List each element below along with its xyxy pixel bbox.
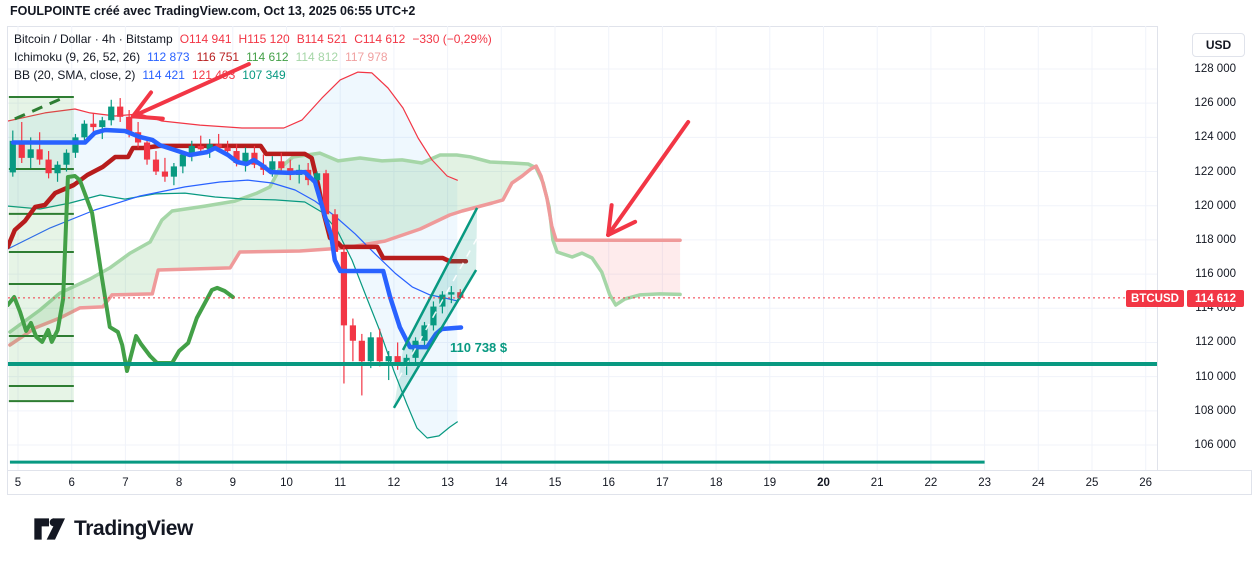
tenkan-line [10,127,464,350]
time-tick: 21 [870,477,884,489]
time-tick: 14 [494,477,508,489]
attribution-text: FOULPOINTE créé avec TradingView.com, Oc… [10,4,416,18]
legend-value: BB (20, SMA, close, 2) [14,68,136,82]
legend-value: 107 349 [242,68,286,82]
price-tick: 116 000 [1195,268,1236,281]
time-tick: 9 [229,477,236,489]
time-tick: 5 [14,477,22,489]
time-tick: 26 [1139,477,1153,489]
legend-value: Bitcoin / Dollar · 4h · Bitstamp [14,32,173,46]
time-tick: 23 [978,477,991,489]
tradingview-logo-icon [34,518,65,540]
price-tick: 118 000 [1195,233,1236,246]
price-tick: 126 000 [1194,97,1236,110]
time-tick: 19 [763,477,777,489]
price-tick: 110 000 [1195,370,1236,383]
price-tick: 122 000 [1194,165,1236,178]
price-tick: 120 000 [1194,199,1236,212]
time-tick: 11 [334,477,347,489]
dashed-trend-segment[interactable] [14,96,64,121]
time-tick: 12 [387,477,401,489]
legend-value: Ichimoku (9, 26, 52, 26) [14,50,141,64]
legend-value: B114 521 [296,32,348,46]
price-tick: 106 000 [1194,438,1236,451]
tradingview-logo[interactable]: TradingView [33,514,193,544]
legend-value: H115 120 [238,32,290,46]
chart-canvas[interactable] [8,26,1157,470]
kumo-cloud-bearish [536,166,681,305]
time-tick: 16 [602,477,616,489]
legend-ichimoku-row[interactable]: Ichimoku (9, 26, 52, 26) 112 873 116 751 11… [14,48,499,66]
legend-value: 114 612 [246,50,289,64]
time-tick: 24 [1031,477,1045,489]
price-tick: 124 000 [1194,131,1236,144]
time-tick: 8 [175,477,183,489]
time-tick: 15 [548,477,562,489]
legend-value: 121 493 [191,68,236,82]
time-tick: 22 [924,477,938,489]
legend-value: O114 941 [179,32,232,46]
legend-value: 114 812 [295,50,339,64]
legend-value: 117 978 [345,50,388,64]
legend-symbol-row[interactable]: Bitcoin / Dollar · 4h · Bitstamp O114 941… [14,30,499,48]
symbol-badge: BTCUSD [1126,290,1184,307]
last-price-badge: 114 612 [1187,290,1244,307]
time-tick: 20 [817,477,830,489]
time-tick: 10 [280,477,293,489]
legend-value: −330 (−0,29%) [412,32,492,46]
channel-drawing[interactable] [392,207,479,409]
price-tick: 112 000 [1195,336,1236,349]
price-tick: 108 000 [1194,404,1236,417]
bb-upper-line [8,71,458,181]
tradingview-logo-text: TradingView [74,517,193,540]
legend-bb-row[interactable]: BB (20, SMA, close, 2) 114 421 121 493 107 … [14,66,499,84]
time-tick: 13 [441,477,454,489]
arrow-drawing[interactable] [606,119,691,237]
price-axis[interactable]: 128 000 126 000 124 000 122 000 120 000 118 0… [1157,26,1252,470]
bollinger-fill [8,72,458,438]
price-tick: 128 000 [1194,63,1236,75]
time-tick: 18 [709,477,723,489]
time-tick: 25 [1085,477,1099,489]
legend-value: 112 873 [147,50,190,64]
bb-basis-line [8,179,459,302]
horizontal-line-label[interactable]: 110 738 $ [450,340,508,355]
time-axis[interactable] [7,470,1252,495]
candlesticks [9,98,464,396]
chikou-line [8,174,235,373]
time-tick: 17 [655,477,669,489]
legend-value: 116 751 [196,50,240,64]
arrow-drawing[interactable] [130,62,251,121]
kumo-cloud-bullish [9,153,537,345]
currency-button[interactable]: USD [1192,33,1245,57]
time-tick: 7 [122,477,129,489]
legend-value: C114 612 [354,32,406,46]
time-tick: 6 [68,477,75,489]
legend-value: 114 421 [142,68,185,82]
chart-legend[interactable]: Bitcoin / Dollar · 4h · Bitstamp O114 941… [14,30,499,84]
chart-frame [7,26,1252,495]
